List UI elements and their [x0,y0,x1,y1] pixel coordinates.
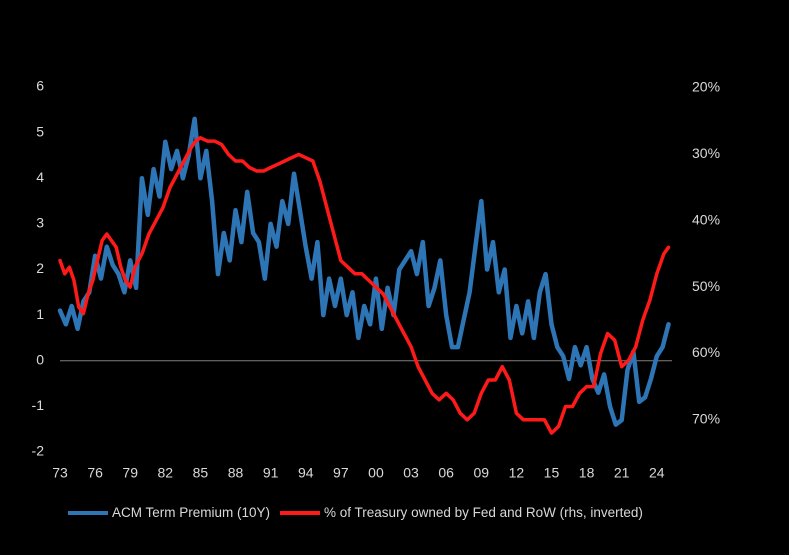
right-axis-tick-label: 60% [692,344,720,360]
left-axis-tick-label: 2 [36,260,44,276]
left-axis-tick-label: 6 [36,78,44,94]
x-axis-tick-label: 73 [52,465,68,481]
left-axis-tick-labels: 6 5 4 3 2 1 0 -1 -2 [32,78,45,459]
x-axis-tick-label: 09 [473,465,489,481]
left-axis-tick-label: 1 [36,306,44,322]
legend-item-acm: ACM Term Premium (10Y) [68,505,270,520]
x-axis-tick-label: 97 [333,465,349,481]
x-axis-tick-label: 03 [403,465,419,481]
right-axis-tick-label: 70% [692,411,720,427]
right-axis-tick-labels: 20% 30% 40% 50% 60% 70% [692,79,720,427]
right-axis-tick-label: 20% [692,79,720,95]
series-line-treasury-ownership [58,136,671,435]
x-axis-tick-label: 18 [579,465,595,481]
chart-legend: ACM Term Premium (10Y) % of Treasury own… [68,505,653,520]
legend-item-treasury: % of Treasury owned by Fed and RoW (rhs,… [280,505,643,520]
x-axis-tick-label: 94 [298,465,314,481]
x-axis-tick-labels: 73 76 79 82 85 88 91 94 97 00 03 06 09 12 15 18 21 24 [52,465,665,481]
x-axis-tick-label: 76 [87,465,103,481]
series-line-acm-term-premium [57,116,671,427]
x-axis-tick-label: 91 [263,465,279,481]
x-axis-tick-label: 85 [193,465,209,481]
x-axis-tick-label: 12 [509,465,525,481]
x-axis-tick-label: 24 [649,465,665,481]
x-axis-tick-label: 06 [438,465,454,481]
legend-label-treasury: % of Treasury owned by Fed and RoW (rhs,… [324,505,643,520]
x-axis-tick-label: 88 [228,465,244,481]
x-axis-tick-label: 82 [158,465,174,481]
right-axis-tick-label: 40% [692,211,720,227]
x-axis-tick-label: 00 [368,465,384,481]
x-axis-tick-label: 21 [614,465,630,481]
x-axis-tick-label: 79 [122,465,138,481]
right-axis-tick-label: 30% [692,145,720,161]
left-axis-tick-label: -2 [32,443,45,459]
right-axis-tick-label: 50% [692,278,720,294]
left-axis-tick-label: -1 [32,397,45,413]
left-axis-tick-label: 4 [36,169,44,185]
x-axis-tick-label: 15 [544,465,560,481]
legend-swatch-blue [68,510,108,515]
left-axis-tick-label: 0 [36,351,44,367]
left-axis-tick-label: 3 [36,215,44,231]
left-axis-tick-label: 5 [36,123,44,139]
legend-label-acm: ACM Term Premium (10Y) [112,505,271,520]
legend-swatch-red [280,510,321,515]
